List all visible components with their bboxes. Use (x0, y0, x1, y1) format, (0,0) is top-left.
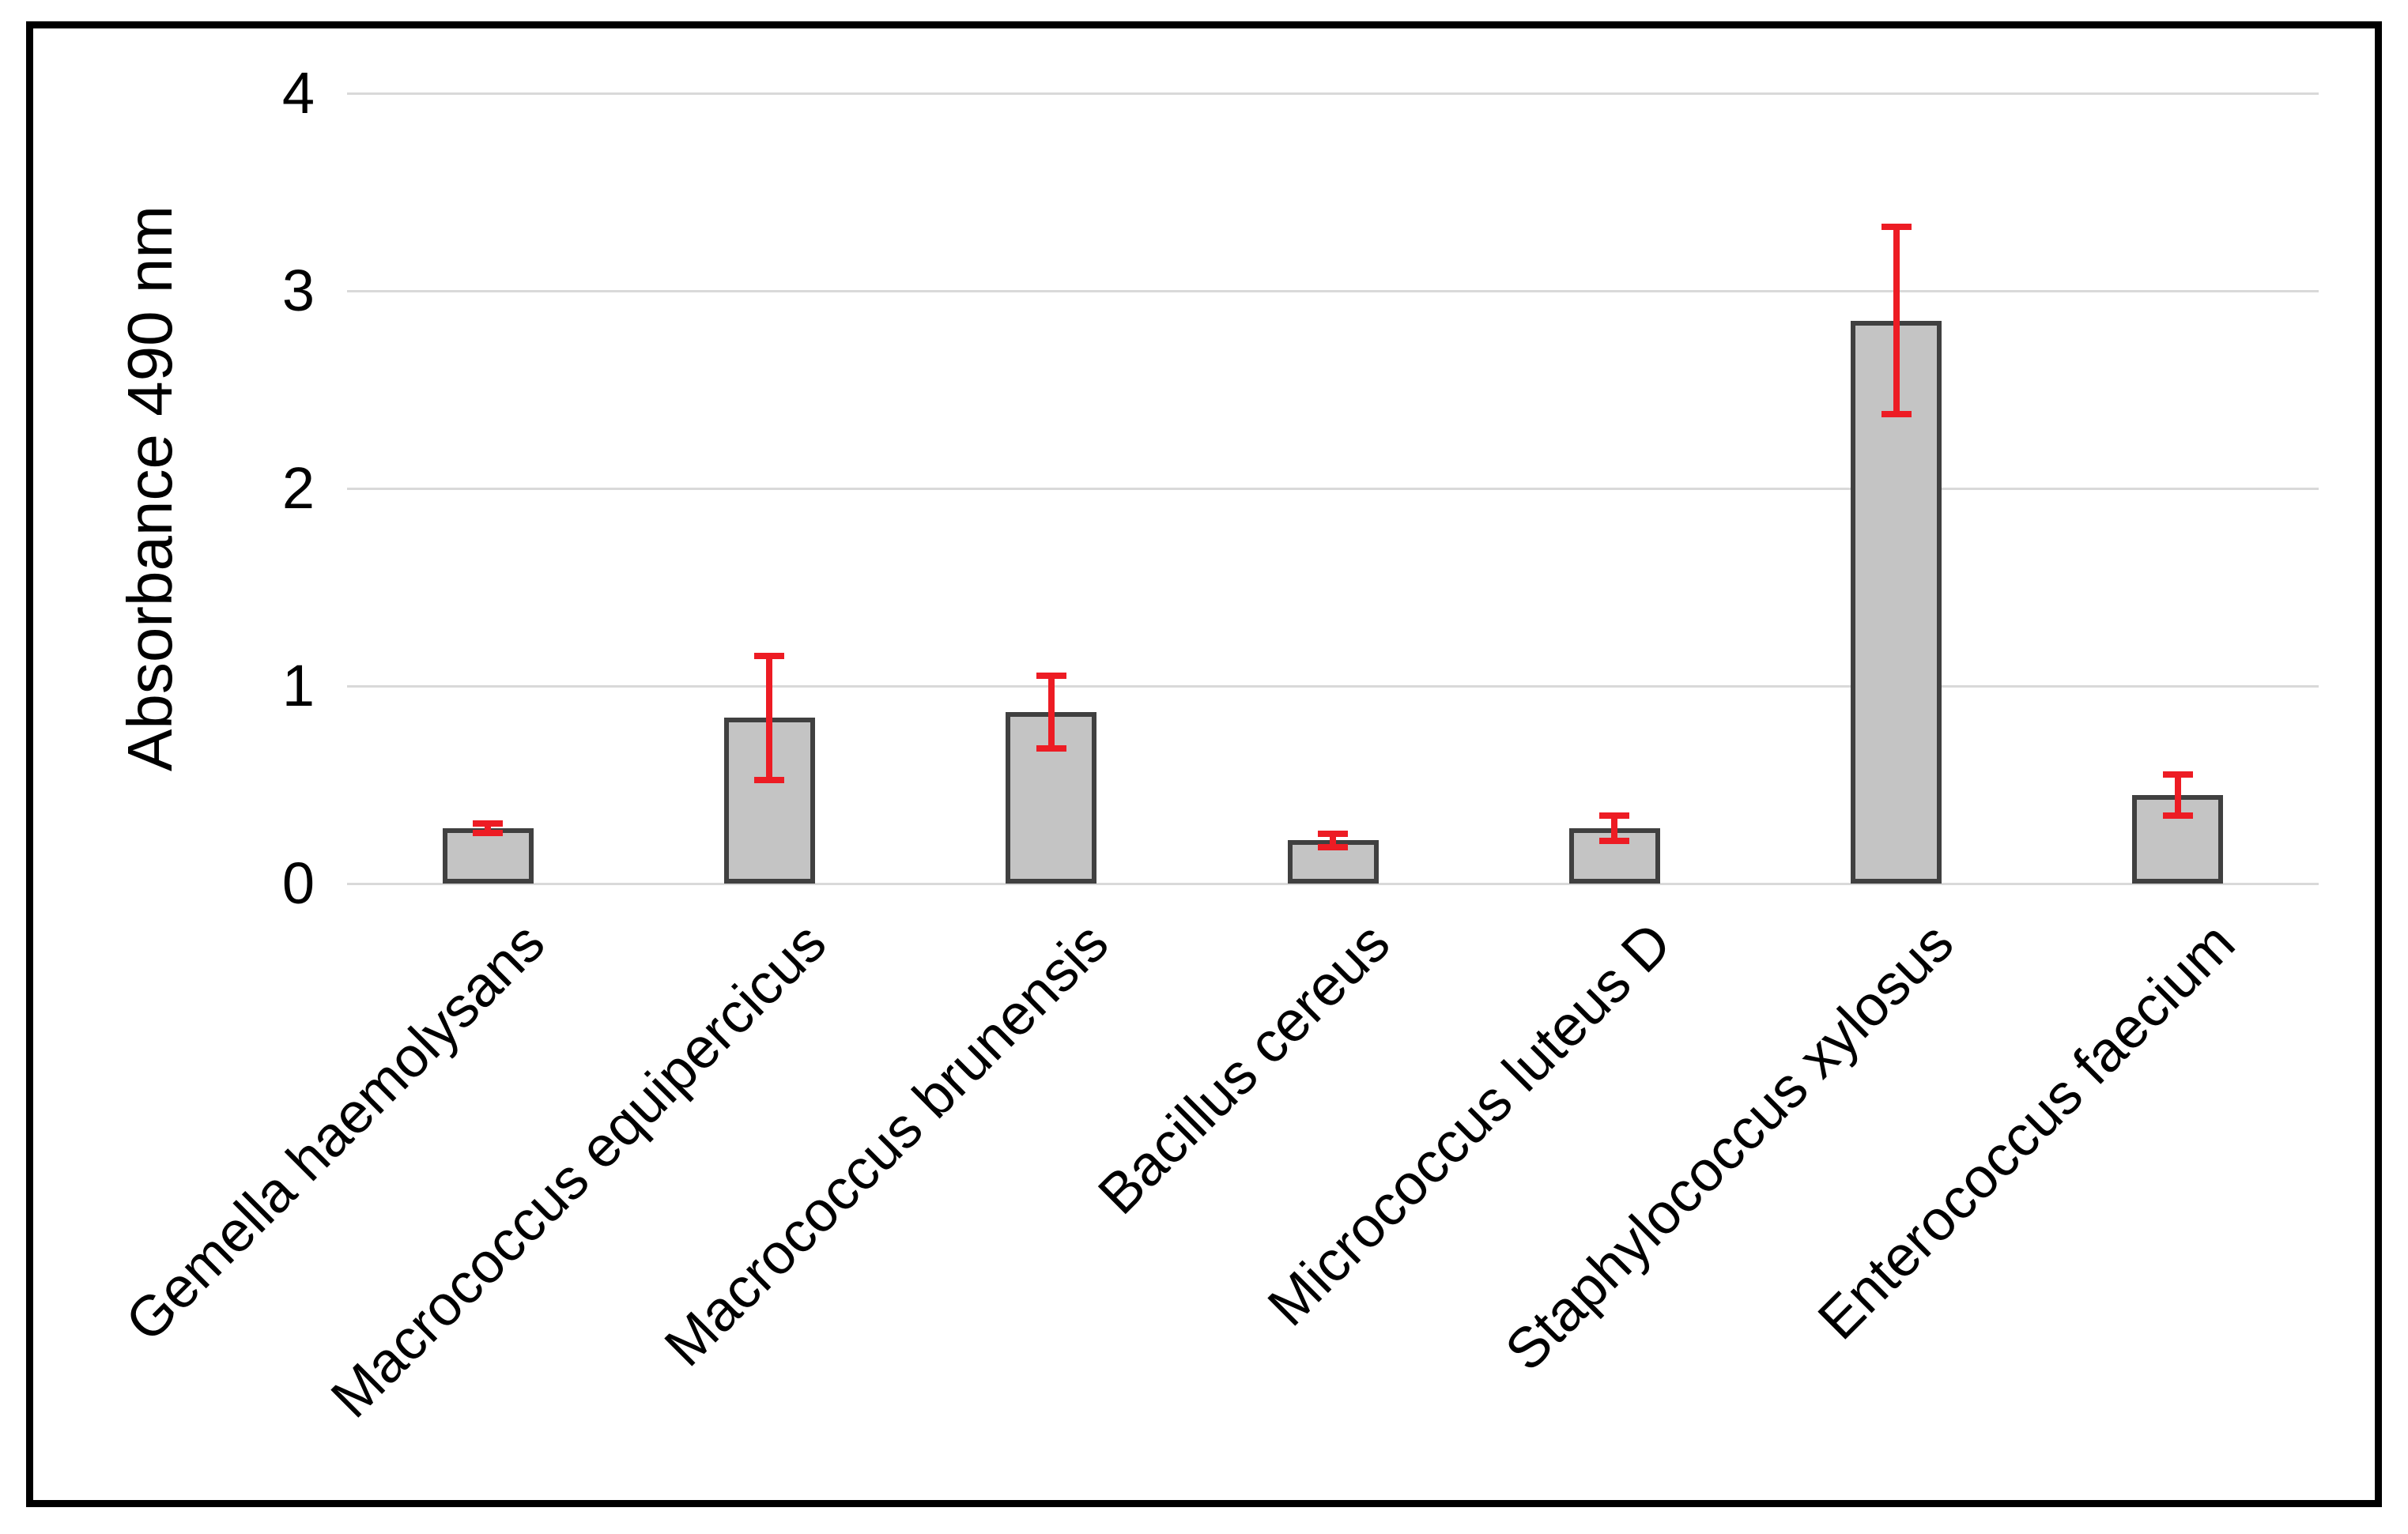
error-bar-cap (1036, 672, 1066, 679)
y-tick-label: 1 (281, 653, 315, 718)
x-category-label: Staphylococcus xylosus (1493, 910, 1965, 1383)
error-bar (754, 652, 785, 783)
error-bar-line (485, 820, 492, 836)
error-bar-cap (754, 652, 785, 659)
y-tick-label: 4 (281, 60, 315, 126)
error-bar-cap (1881, 224, 1912, 230)
bar (442, 828, 534, 884)
error-bar-cap (754, 776, 785, 783)
error-bar-cap (1599, 838, 1630, 844)
x-category-label: Bacillus cereus (1086, 910, 1402, 1227)
error-bar-cap (2162, 812, 2193, 819)
error-bar (1599, 812, 1630, 844)
error-bar-line (1611, 812, 1618, 844)
gridline (347, 92, 2319, 95)
y-tick-label: 3 (281, 258, 315, 323)
error-bar (2162, 771, 2193, 819)
y-tick-label: 0 (281, 850, 315, 916)
error-bar-line (766, 652, 773, 783)
error-bar-cap (1036, 744, 1066, 752)
error-bar-cap (473, 830, 504, 836)
error-bar-cap (2162, 771, 2193, 778)
error-bar-cap (1599, 812, 1630, 819)
error-bar-line (1047, 672, 1055, 752)
error-bar-cap (1318, 843, 1348, 850)
gridline (347, 487, 2319, 490)
error-bar-cap (473, 820, 504, 827)
y-tick-label: 2 (281, 455, 315, 521)
x-category-label: Macrococcus equipercicus (319, 910, 839, 1430)
y-axis-title: Absorbance 490 nm (115, 205, 185, 772)
error-bar-cap (1318, 830, 1348, 837)
gridline (347, 684, 2319, 688)
error-bar-line (2174, 771, 2181, 819)
figure-border (26, 21, 2382, 1507)
error-bar-cap (1881, 411, 1912, 417)
error-bar (1318, 830, 1348, 850)
error-bar (1036, 672, 1066, 752)
error-bar (473, 820, 504, 836)
gridline (347, 882, 2319, 885)
gridline (347, 289, 2319, 292)
error-bar (1881, 224, 1912, 417)
error-bar-line (1893, 224, 1900, 417)
error-bar-line (1330, 830, 1336, 850)
